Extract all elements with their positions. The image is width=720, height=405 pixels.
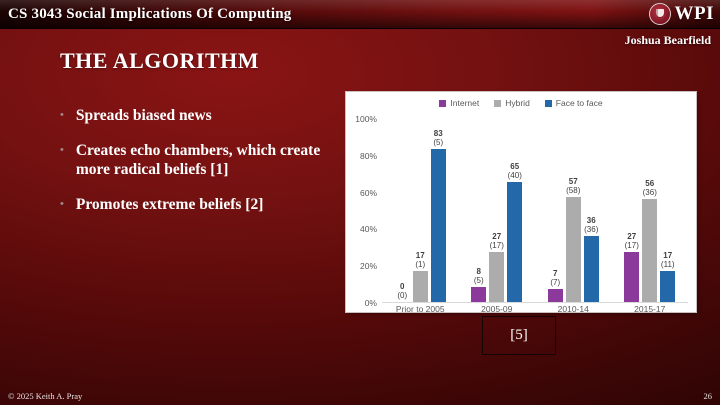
x-category-label: 2005-09 [481,304,513,314]
legend-label: Hybrid [505,98,530,108]
x-category-label: 2010-14 [557,304,589,314]
bullet-item: • Creates echo chambers, which create mor… [60,141,328,179]
page-number: 26 [703,391,713,401]
bullet-item: • Promotes extreme beliefs [2] [60,195,328,214]
bar-data-label: 17 (11) [660,250,675,269]
bar-cell: 17 (11) [660,118,676,302]
citation-box: [5] [482,316,556,355]
bullet-dot-icon: • [60,198,64,210]
bullet-list: • Spreads biased news • Creates echo chambe… [60,106,328,230]
bar-data-label: 0 (0) [397,282,408,300]
citation-label: [5] [510,327,528,343]
y-tick-label: 0% [364,298,377,308]
legend-swatch-icon [439,99,447,107]
y-tick-label: 80% [359,150,377,161]
bar-cell: 57 (58) [565,118,581,302]
x-category-label: 2015-17 [634,304,666,314]
page-title: THE ALGORITHM [60,48,260,73]
chart-plot: 0 (0) 17 (1) 83 (5) 8 (5) 27 (17) 65 (40) 7 (7) 57 (58)… [382,118,688,303]
bar [583,235,599,302]
bar-cell: 65 (40) [507,118,523,302]
bar-group: 27 (17) 56 (36) 17 (11) [612,118,689,302]
bar-data-label: 57 (58) [566,177,581,196]
bar [660,270,676,302]
bar-cell: 7 (7) [547,118,563,302]
header-bar: CS 3043 Social Implications Of Computing… [0,0,720,29]
bar-cell: 17 (1) [412,118,428,302]
y-tick-label: 100% [355,114,377,124]
bar-data-label: 27 (17) [489,232,504,251]
legend-label: Internet [450,98,480,108]
chart-x-axis: Prior to 2005 2005-09 2010-14 2015-17 [382,304,688,314]
legend-swatch-icon [544,99,552,107]
bar-data-label: 27 (17) [624,232,639,251]
shield-icon [655,9,664,19]
chart-legend: Internet Hybrid Face to face [346,98,696,108]
footer: © 2025 Keith A. Pray 26 [8,391,712,401]
bullet-dot-icon: • [60,144,64,156]
bullet-dot-icon: • [60,109,64,121]
bullet-item: • Spreads biased news [60,106,328,125]
bar-cell: 36 (36) [583,118,599,302]
wpi-logo-text: WPI [674,3,714,24]
bar-group: 0 (0) 17 (1) 83 (5) [382,118,459,302]
wpi-seal-icon [648,3,671,25]
legend-item: Hybrid [494,98,530,108]
course-title: CS 3043 Social Implications Of Computing [8,5,292,22]
bullet-text: Creates echo chambers, which create more… [75,142,321,178]
bar-cell: 27 (17) [489,118,505,302]
bar-cell: 0 (0) [395,118,410,302]
bar-data-label: 65 (40) [507,162,522,181]
bar-data-label: 83 (5) [433,129,444,148]
bar [565,197,581,302]
bar [471,287,487,302]
bar [547,289,563,302]
bar-cell: 8 (5) [471,118,487,302]
bar-group: 7 (7) 57 (58) 36 (36) [535,118,612,302]
bar-data-label: 17 (1) [415,250,426,269]
bullet-text: Promotes extreme beliefs [2] [75,196,264,213]
bullet-text: Spreads biased news [75,107,212,124]
y-tick-label: 20% [359,261,377,272]
bar-cell: 56 (36) [642,118,658,302]
bar-data-label: 8 (5) [473,267,484,286]
bar [624,252,640,302]
bar [507,182,523,302]
bar-data-label: 36 (36) [584,215,599,234]
y-tick-label: 60% [359,187,377,198]
bar [642,198,658,302]
bar-chart: Internet Hybrid Face to face 0% 20% 40% 60% 80… [346,92,696,314]
bar-data-label: 7 (7) [550,269,561,288]
bar [489,252,505,302]
bar [430,149,446,302]
legend-item: Face to face [544,98,603,108]
legend-swatch-icon [494,99,502,107]
bar-group: 8 (5) 27 (17) 65 (40) [459,118,536,302]
bar-cell: 83 (5) [430,118,446,302]
author-name: Joshua Bearfield [624,33,711,47]
legend-item: Internet [439,98,479,108]
copyright-text: © 2025 Keith A. Pray [8,391,83,401]
bar-cell: 27 (17) [624,118,640,302]
bar [412,270,428,302]
x-category-label: Prior to 2005 [395,304,445,314]
y-tick-label: 40% [359,224,377,235]
bar-data-label: 56 (36) [642,178,657,197]
legend-label: Face to face [555,98,603,108]
wpi-logo: WPI [648,3,720,25]
